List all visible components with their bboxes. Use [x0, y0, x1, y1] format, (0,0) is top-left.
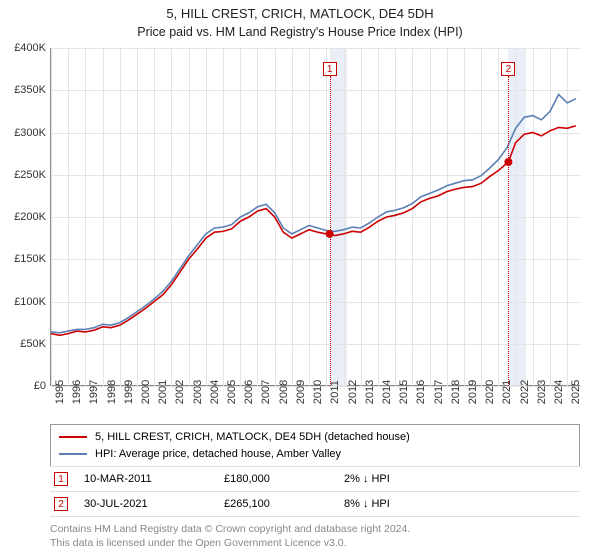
flag-line [330, 76, 331, 386]
sale-row: 2 30-JUL-2021 £265,100 8% HPI [50, 492, 580, 517]
legend-swatch-property [59, 436, 87, 438]
sale-diff: 2% HPI [344, 473, 580, 485]
flag-marker: 1 [323, 62, 337, 76]
sale-diff: 8% HPI [344, 498, 580, 510]
y-axis-label: £300K [0, 127, 46, 139]
sales-table: 1 10-MAR-2011 £180,000 2% HPI 2 30-JUL-2… [50, 466, 580, 517]
sale-flag-1: 1 [54, 472, 68, 486]
chart-lines [51, 48, 581, 386]
plot-region: 12 [50, 48, 580, 386]
legend-label-property: 5, HILL CREST, CRICH, MATLOCK, DE4 5DH (… [95, 429, 410, 446]
credit-text: Contains HM Land Registry data © Crown c… [50, 522, 580, 550]
series-property [51, 126, 576, 336]
y-axis-label: £200K [0, 211, 46, 223]
y-axis-label: £0 [0, 380, 46, 392]
legend-item-property: 5, HILL CREST, CRICH, MATLOCK, DE4 5DH (… [59, 429, 571, 446]
header: 5, HILL CREST, CRICH, MATLOCK, DE4 5DH P… [0, 0, 600, 39]
y-axis-label: £400K [0, 42, 46, 54]
page-title: 5, HILL CREST, CRICH, MATLOCK, DE4 5DH [0, 6, 600, 23]
sale-flag-2: 2 [54, 497, 68, 511]
flag-marker: 2 [501, 62, 515, 76]
legend: 5, HILL CREST, CRICH, MATLOCK, DE4 5DH (… [50, 424, 580, 467]
y-axis-label: £50K [0, 338, 46, 350]
sale-price: £180,000 [224, 473, 344, 485]
y-axis-label: £250K [0, 169, 46, 181]
y-axis-label: £350K [0, 84, 46, 96]
page-subtitle: Price paid vs. HM Land Registry's House … [0, 25, 600, 39]
legend-swatch-hpi [59, 453, 87, 455]
sale-date: 10-MAR-2011 [84, 473, 224, 485]
legend-item-hpi: HPI: Average price, detached house, Ambe… [59, 446, 571, 463]
chart-area: 12 £0£50K£100K£150K£200K£250K£300K£350K£… [50, 48, 580, 386]
y-axis-label: £100K [0, 296, 46, 308]
series-hpi [51, 94, 576, 332]
legend-label-hpi: HPI: Average price, detached house, Ambe… [95, 446, 341, 463]
sale-row: 1 10-MAR-2011 £180,000 2% HPI [50, 466, 580, 492]
chart-page: 5, HILL CREST, CRICH, MATLOCK, DE4 5DH P… [0, 0, 600, 560]
sale-price: £265,100 [224, 498, 344, 510]
y-axis-label: £150K [0, 253, 46, 265]
flag-line [508, 76, 509, 386]
sale-date: 30-JUL-2021 [84, 498, 224, 510]
